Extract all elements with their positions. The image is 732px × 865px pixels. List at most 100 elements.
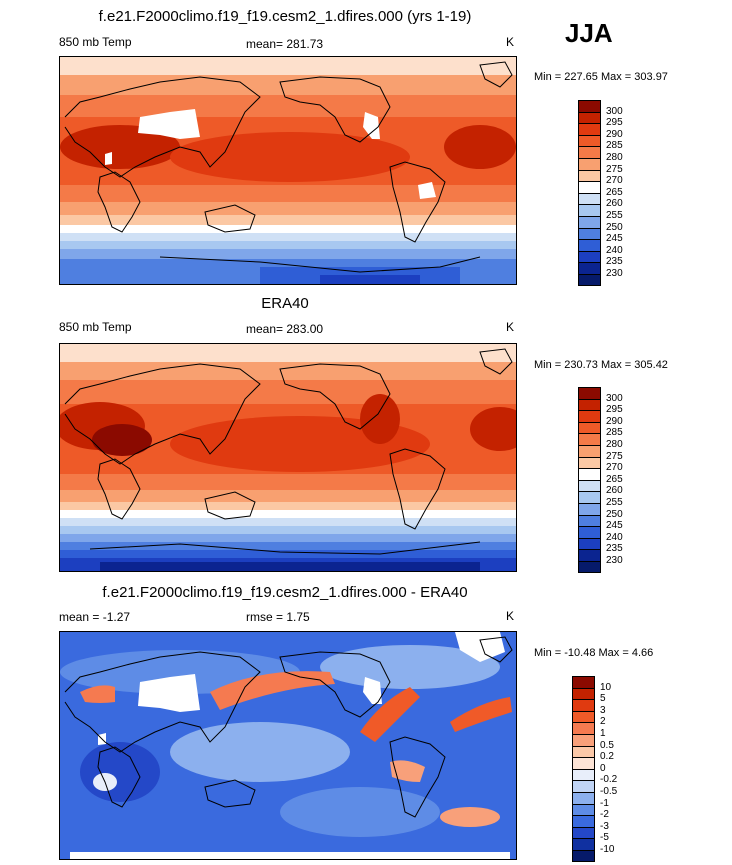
colorbar-swatch [578, 239, 601, 251]
colorbar-swatch [578, 134, 601, 147]
colorbar-tick-label: 240 [606, 531, 623, 543]
colorbar-tick-label: -1 [600, 797, 609, 809]
panel-3-minmax: Min = -10.48 Max = 4.66 [534, 647, 654, 659]
colorbar-tick-label: 290 [606, 128, 623, 140]
colorbar-tick-label: 5 [600, 693, 606, 705]
colorbar-tick-label: 240 [606, 244, 623, 256]
colorbar-tick-label: 280 [606, 152, 623, 163]
colorbar-frame [578, 387, 601, 573]
colorbar-tick-label: 235 [606, 256, 623, 268]
colorbar-swatch [572, 722, 595, 734]
colorbar-tick-label: 1 [600, 728, 606, 739]
colorbar-swatch [578, 204, 601, 216]
colorbar-tick-label: 245 [606, 520, 623, 532]
panel-2-unit-label: K [506, 320, 515, 334]
panel-1-variable-label: 850 mb Temp [59, 35, 132, 49]
colorbar-swatch [578, 421, 601, 434]
colorbar-tick-label: -0.5 [600, 786, 618, 797]
colorbar-tick-label: 290 [606, 415, 623, 427]
colorbar-tick-label: 3 [600, 704, 606, 716]
colorbar-swatch [578, 123, 601, 135]
colorbar-swatch [578, 468, 601, 480]
colorbar-tick-label: 2 [600, 716, 606, 728]
colorbar-tick-label: 275 [606, 450, 623, 462]
panel-1-title: f.e21.F2000climo.f19_f19.cesm2_1.dfires.… [98, 8, 472, 25]
colorbar-swatch [578, 250, 601, 263]
panel-1-map-svg [60, 57, 516, 284]
colorbar-swatch [578, 216, 601, 228]
colorbar-tick-label: 270 [606, 462, 623, 474]
colorbar-tick-label: 255 [606, 210, 623, 221]
colorbar-tick-label: 300 [606, 392, 623, 404]
colorbar-swatch [578, 146, 601, 158]
panel-2-minmax: Min = 230.73 Max = 305.42 [534, 359, 668, 371]
colorbar-tick-label: 275 [606, 163, 623, 175]
colorbar-swatch [572, 710, 595, 723]
colorbar-swatch [572, 699, 595, 711]
colorbar-swatch [572, 687, 595, 700]
colorbar-swatch [578, 398, 601, 411]
colorbar-swatch [572, 815, 595, 827]
colorbar-tick-label: 260 [606, 485, 623, 497]
colorbar-tick-label: 265 [606, 186, 623, 198]
panel-1-unit-label: K [506, 35, 515, 49]
colorbar-swatch [572, 792, 595, 804]
colorbar-swatch [572, 757, 595, 769]
panel-1-minmax: Min = 227.65 Max = 303.97 [534, 71, 668, 83]
colorbar-swatch [578, 274, 601, 286]
colorbar-swatch [578, 445, 601, 457]
panel-2-mean-label: mean= 283.00 [246, 322, 324, 336]
colorbar-tick-label: 0.2 [600, 751, 614, 763]
colorbar-swatch [578, 456, 601, 469]
colorbar-swatch [578, 537, 601, 550]
colorbar-tick-label: -5 [600, 832, 609, 844]
colorbar-tick-label: 285 [606, 140, 623, 152]
colorbar-swatch [572, 838, 595, 850]
colorbar-swatch [572, 734, 595, 746]
colorbar-tick-label: 295 [606, 117, 623, 129]
colorbar-tick-label: 0 [600, 762, 606, 774]
colorbar-swatch [572, 745, 595, 758]
colorbar-tick-label: -0.2 [600, 774, 618, 786]
colorbar-tick-label: 270 [606, 175, 623, 187]
panel-2-title: ERA40 [261, 295, 309, 312]
colorbar-swatch [578, 491, 601, 503]
colorbar-tick-label: 295 [606, 404, 623, 416]
panel-2-map-svg [60, 344, 516, 571]
colorbar-tick-label: 230 [606, 555, 623, 566]
colorbar-tick-label: -10 [600, 844, 615, 855]
panel-3-rmse-label: rmse = 1.75 [246, 610, 310, 624]
season-label: JJA [565, 18, 613, 48]
colorbar-tick-label: 250 [606, 221, 623, 233]
colorbar-tick-label: 260 [606, 198, 623, 210]
panel-1-map [59, 56, 517, 285]
colorbar-swatch [578, 549, 601, 561]
colorbar-tick-label: 245 [606, 233, 623, 245]
panel-1-mean-label: mean= 281.73 [246, 37, 324, 51]
colorbar-swatch [578, 503, 601, 515]
colorbar-frame [572, 676, 595, 862]
panel-2-variable-label: 850 mb Temp [59, 320, 132, 334]
colorbar-tick-label: 300 [606, 105, 623, 117]
colorbar-swatch [578, 262, 601, 274]
colorbar-swatch [578, 526, 601, 538]
colorbar-tick-label: 255 [606, 497, 623, 508]
colorbar-swatch [578, 561, 601, 573]
colorbar-swatch [578, 181, 601, 193]
colorbar-tick-label: 250 [606, 508, 623, 520]
colorbar-swatch [578, 158, 601, 170]
colorbar-tick-label: 285 [606, 427, 623, 439]
colorbar-swatch [572, 826, 595, 839]
colorbar-tick-label: 235 [606, 543, 623, 555]
colorbar-tick-label: 10 [600, 681, 612, 693]
colorbar-tick-label: -2 [600, 809, 609, 821]
colorbar-tick-label: -3 [600, 820, 609, 832]
colorbar-swatch [578, 479, 601, 492]
panel-3-map-svg [60, 632, 516, 859]
panel-3-title: f.e21.F2000climo.f19_f19.cesm2_1.dfires.… [102, 584, 468, 601]
colorbar-swatch [572, 850, 595, 862]
colorbar-swatch [578, 514, 601, 527]
colorbar-swatch [578, 227, 601, 240]
panel-2-map [59, 343, 517, 572]
colorbar-tick-label: 230 [606, 268, 623, 279]
